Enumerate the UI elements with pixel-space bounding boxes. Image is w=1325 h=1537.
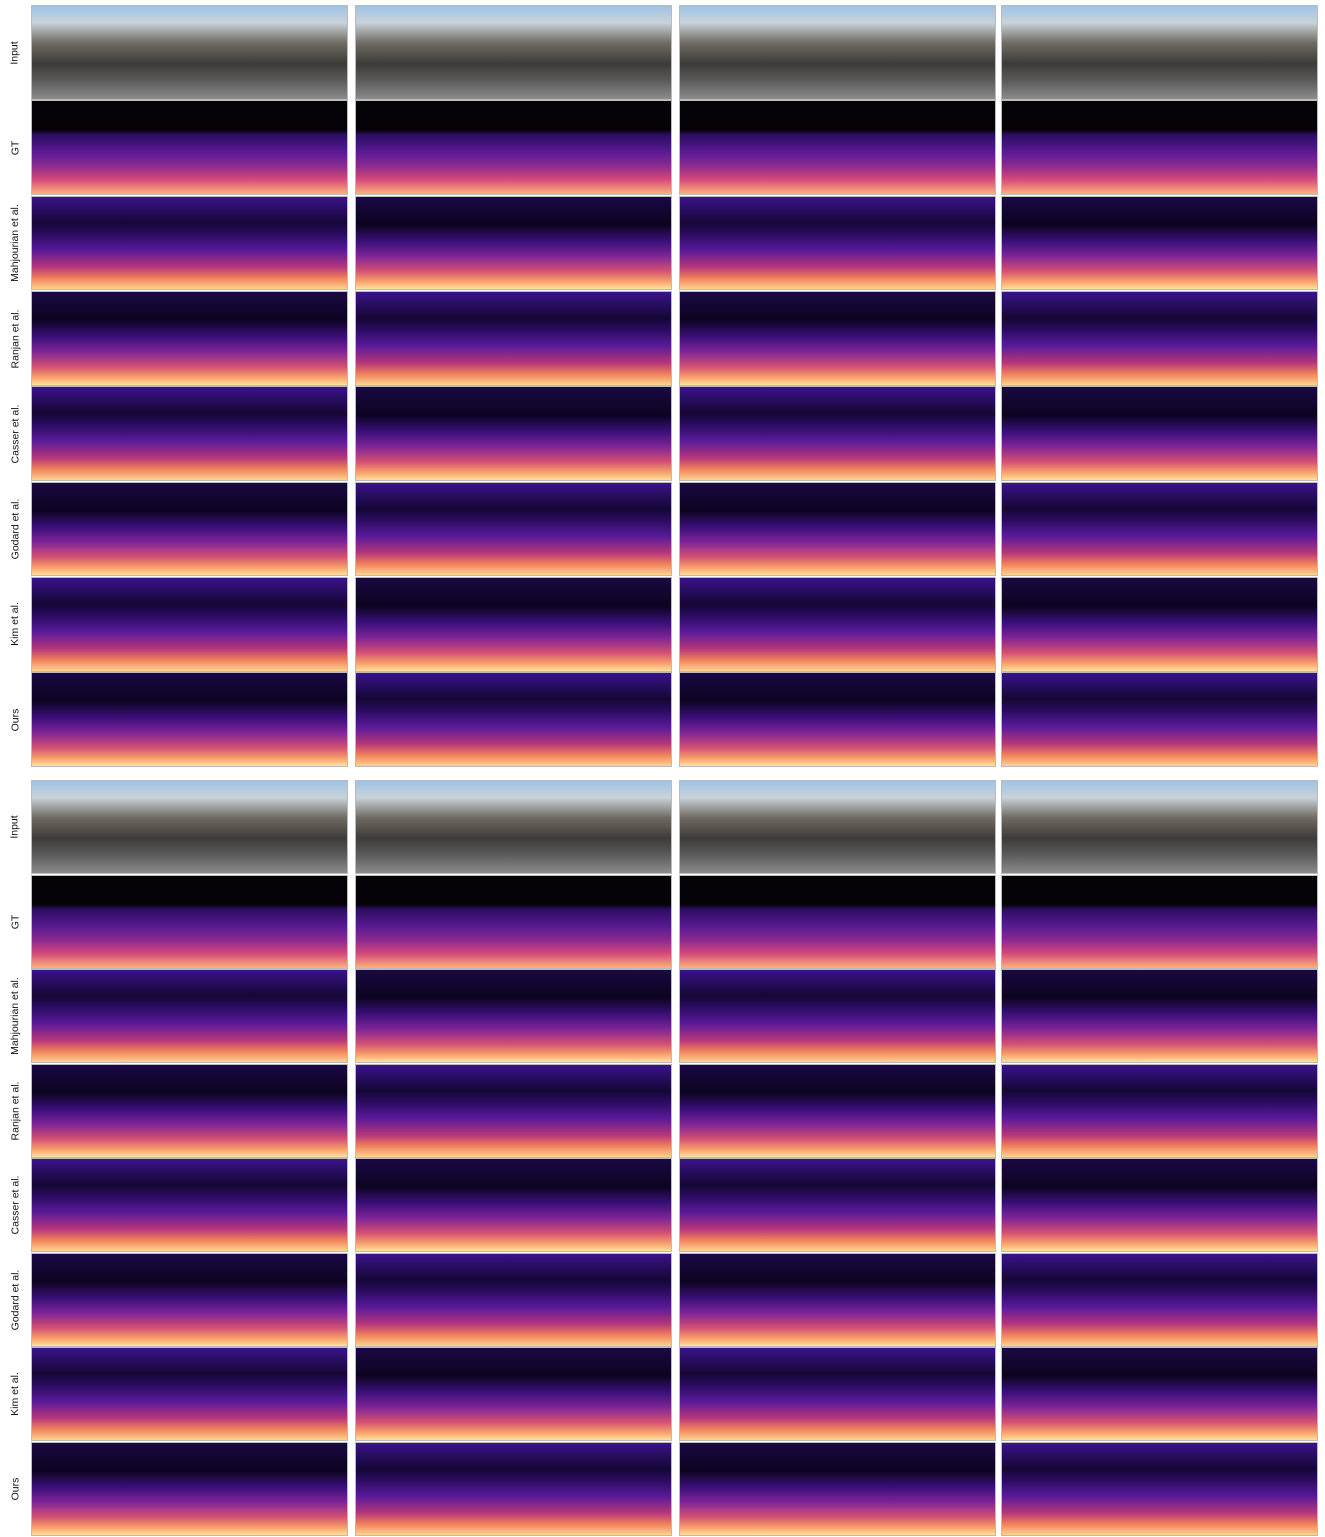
depth-map <box>31 1064 348 1158</box>
depth-map <box>679 969 996 1063</box>
input-image <box>679 780 996 874</box>
depth-map <box>1001 482 1318 577</box>
ground-truth-map <box>679 100 996 195</box>
depth-map <box>31 1158 348 1252</box>
input-image <box>1001 780 1318 874</box>
row-label: Input <box>0 5 30 100</box>
depth-map <box>355 1442 672 1536</box>
row-label: Kim et al. <box>0 577 30 672</box>
depth-map <box>1001 672 1318 767</box>
depth-map <box>31 577 348 672</box>
row-label-text: Kim et al. <box>9 603 21 647</box>
row-label: Kim et al. <box>0 1347 30 1442</box>
ground-truth-map <box>355 100 672 195</box>
row-label-text: GT <box>9 914 21 929</box>
row-label: Input <box>0 780 30 875</box>
row-label: GT <box>0 875 30 970</box>
row-label: Godard et al. <box>0 1253 30 1348</box>
depth-map <box>679 1158 996 1252</box>
row-label: Ranjan et al. <box>0 291 30 386</box>
row-label-text: Ours <box>9 708 21 731</box>
input-image <box>679 5 996 100</box>
row-label-text: Godard et al. <box>9 1269 21 1330</box>
depth-map <box>679 577 996 672</box>
depth-map <box>355 196 672 291</box>
ground-truth-map <box>1001 100 1318 195</box>
ground-truth-map <box>679 875 996 969</box>
input-image <box>355 780 672 874</box>
depth-map <box>679 1347 996 1441</box>
depth-map <box>355 386 672 481</box>
row-label-text: Mahjourian et al. <box>9 977 21 1055</box>
ground-truth-map <box>355 875 672 969</box>
row-label-text: Casser et al. <box>9 1176 21 1235</box>
row-label-text: Ranjan et al. <box>9 1081 21 1140</box>
depth-map <box>679 672 996 767</box>
depth-map <box>679 291 996 386</box>
depth-map <box>679 1442 996 1536</box>
depth-map <box>1001 1347 1318 1441</box>
row-label: Ranjan et al. <box>0 1064 30 1159</box>
row-label-text: Input <box>9 816 21 839</box>
depth-map <box>355 482 672 577</box>
ground-truth-map <box>31 875 348 969</box>
depth-map <box>31 672 348 767</box>
depth-map <box>31 482 348 577</box>
row-label: Mahjourian et al. <box>0 196 30 291</box>
depth-map <box>679 1253 996 1347</box>
row-label: Mahjourian et al. <box>0 969 30 1064</box>
depth-map <box>1001 1158 1318 1252</box>
depth-map <box>679 1064 996 1158</box>
depth-map <box>31 1253 348 1347</box>
depth-map <box>355 577 672 672</box>
depth-map <box>1001 577 1318 672</box>
depth-map <box>355 969 672 1063</box>
depth-map <box>679 196 996 291</box>
row-label-text: Casser et al. <box>9 404 21 463</box>
depth-map <box>355 1158 672 1252</box>
input-image <box>31 5 348 100</box>
depth-map <box>1001 1442 1318 1536</box>
row-label: GT <box>0 100 30 195</box>
row-label-text: Ours <box>9 1477 21 1500</box>
row-label-text: GT <box>9 141 21 156</box>
depth-map <box>1001 1253 1318 1347</box>
figure: Input GT Mahjourian et al. Ranjan et al. Cas… <box>0 0 1325 1537</box>
row-label-text: Mahjourian et al. <box>9 204 21 282</box>
depth-map <box>31 1347 348 1441</box>
depth-map <box>679 482 996 577</box>
depth-map <box>1001 291 1318 386</box>
depth-map <box>31 969 348 1063</box>
row-label-text: Kim et al. <box>9 1372 21 1416</box>
input-image <box>31 780 348 874</box>
depth-map <box>355 1253 672 1347</box>
depth-map <box>1001 386 1318 481</box>
depth-map <box>1001 969 1318 1063</box>
row-label-text: Godard et al. <box>9 499 21 560</box>
depth-map <box>1001 196 1318 291</box>
row-label: Ours <box>0 1442 30 1537</box>
depth-map <box>31 1442 348 1536</box>
depth-map <box>355 672 672 767</box>
ground-truth-map <box>31 100 348 195</box>
depth-map <box>1001 1064 1318 1158</box>
row-label: Godard et al. <box>0 482 30 577</box>
row-label: Casser et al. <box>0 1158 30 1253</box>
row-label: Casser et al. <box>0 386 30 481</box>
ground-truth-map <box>1001 875 1318 969</box>
depth-map <box>31 386 348 481</box>
depth-map <box>31 196 348 291</box>
depth-map <box>355 1347 672 1441</box>
input-image <box>1001 5 1318 100</box>
depth-map <box>355 291 672 386</box>
depth-map <box>31 291 348 386</box>
input-image <box>355 5 672 100</box>
row-label: Ours <box>0 672 30 767</box>
row-label-text: Input <box>9 41 21 64</box>
row-label-text: Ranjan et al. <box>9 309 21 368</box>
depth-map <box>355 1064 672 1158</box>
depth-map <box>679 386 996 481</box>
